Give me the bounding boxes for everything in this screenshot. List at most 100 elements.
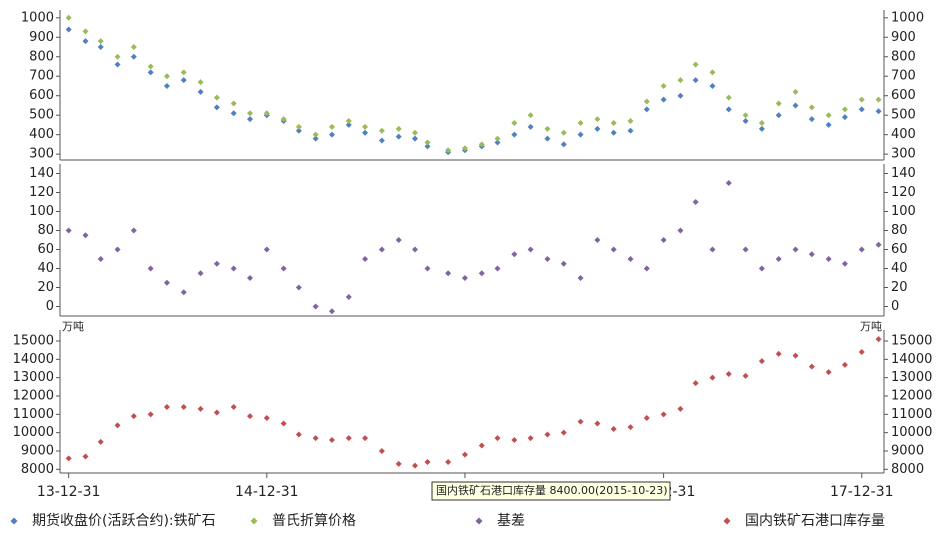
y-tick-label: 800 [29,49,54,64]
point [610,119,617,126]
legend-label: 普氏折算价格 [272,513,356,529]
point [775,112,782,119]
y-tick-label: 40 [37,261,54,276]
point [362,256,369,262]
point [742,246,749,253]
point [295,284,302,291]
point [577,131,584,138]
y2-tick-label: 0 [891,299,899,314]
point [709,82,716,89]
point [180,289,187,296]
point [180,69,187,76]
point [424,139,431,146]
point [841,114,848,121]
y-tick-label: 140 [29,166,54,181]
point [180,404,187,410]
point [527,112,534,119]
y2-tick-label: 120 [891,185,916,200]
point [594,420,601,427]
point [544,125,551,132]
point [594,237,601,243]
point [660,411,667,418]
x-tick-label: 17-12-31 [830,484,894,500]
point [494,265,501,272]
point [610,129,617,136]
point [775,256,782,262]
point [792,352,799,359]
point [82,232,89,239]
y2-tick-label: 60 [891,242,908,257]
point [511,131,518,138]
point [825,121,832,128]
point [246,413,253,420]
legend-marker [250,517,258,525]
point [825,369,832,376]
point [692,61,699,68]
point [494,435,501,442]
point [775,100,782,107]
y2-tick-label: 140 [891,166,916,181]
point [378,448,385,454]
point [230,100,237,107]
point [841,260,848,267]
point [180,77,187,84]
point [725,371,732,377]
point [610,246,617,253]
y2-tick-label: 15000 [891,334,932,349]
point [163,279,170,286]
point [841,361,848,368]
point [742,118,749,125]
tooltip-text: 国内铁矿石港口库存量 8400.00(2015-10-23) [436,483,668,497]
point [197,270,204,277]
point [295,123,302,130]
point [627,127,634,134]
point [643,415,650,421]
point [312,303,319,310]
point [395,460,402,467]
point [577,119,584,126]
point [560,429,567,436]
point [197,79,204,86]
point [312,135,319,142]
point [808,116,815,123]
point [677,227,684,234]
point [511,251,518,258]
point [792,246,799,253]
point [147,411,154,418]
point [312,131,319,138]
point [527,435,534,442]
y2-tick-label: 800 [891,49,916,64]
point [577,275,584,281]
point [147,265,154,272]
point [114,53,121,60]
point [65,26,72,33]
y2-tick-label: 14000 [891,352,932,367]
point [709,69,716,76]
point [213,94,220,101]
point [758,265,765,272]
point [345,435,352,442]
point [792,88,799,95]
point [742,372,749,379]
point [544,431,551,438]
point [263,246,270,253]
point [345,118,352,125]
point [163,82,170,89]
tooltip-box [431,481,671,501]
point [424,265,431,272]
y-tick-label: 80 [37,223,54,238]
point [875,336,882,343]
point [527,246,534,253]
point [362,123,369,130]
point [692,77,699,84]
point [544,256,551,262]
point [213,104,220,111]
point [692,380,699,387]
y2-tick-label: 8000 [891,462,924,477]
point [725,94,732,101]
point [130,53,137,60]
point [65,14,72,21]
y-tick-label: 900 [29,30,54,45]
y-tick-label: 500 [29,108,54,123]
point [709,374,716,381]
